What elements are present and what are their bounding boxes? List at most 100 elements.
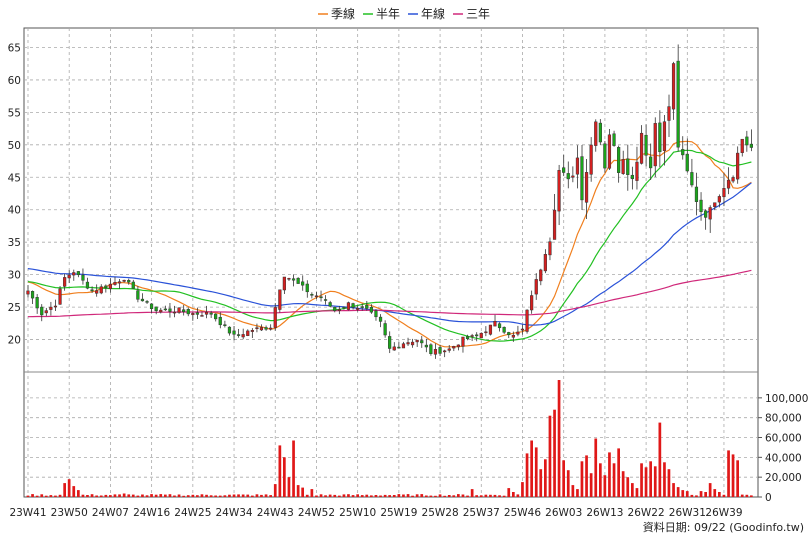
volume-bar: [246, 494, 250, 497]
volume-bar: [718, 492, 721, 497]
candle-body: [465, 336, 470, 339]
candle-body: [200, 315, 204, 317]
volume-bar: [269, 495, 272, 497]
volume-bar: [205, 494, 208, 497]
legend-item-quarter: 季線: [318, 6, 355, 21]
candle-body: [749, 143, 753, 148]
x-tick-label: 26W13: [586, 507, 623, 519]
candle-body: [99, 286, 103, 294]
volume-bar: [186, 495, 190, 497]
candle-body: [182, 309, 186, 312]
candle-body: [149, 303, 154, 309]
candle-body: [694, 186, 699, 202]
candle-body: [49, 306, 53, 310]
volume-bar: [214, 495, 217, 497]
candle-body: [644, 134, 648, 156]
candle-body: [699, 199, 703, 212]
candle-body: [214, 313, 218, 320]
candle-body: [667, 106, 671, 121]
candle-body: [612, 133, 616, 146]
price-tick-label: 40: [8, 205, 21, 217]
candle-body: [539, 269, 543, 282]
volume-bar: [58, 494, 62, 497]
volume-bar: [603, 475, 607, 497]
volume-bar: [191, 494, 195, 497]
volume-bar: [516, 494, 520, 497]
candle-body: [713, 202, 717, 207]
volume-bar: [264, 494, 268, 497]
candle-body: [67, 274, 71, 279]
candle-body: [708, 207, 712, 220]
x-tick-label: 25W46: [504, 507, 541, 519]
volume-bar: [411, 495, 414, 497]
volume-bar: [649, 461, 652, 497]
volume-bar: [287, 477, 291, 497]
candle-body: [475, 334, 479, 337]
volume-bar: [479, 495, 483, 497]
candle-body: [635, 161, 639, 181]
candle-body: [140, 298, 145, 302]
volume-bar: [26, 495, 30, 497]
candle-body: [319, 296, 323, 299]
candle-body: [736, 152, 740, 180]
x-tick-label: 26W39: [705, 507, 742, 519]
candle-body: [626, 158, 630, 175]
x-tick-label: 24W52: [298, 507, 335, 519]
volume-bar: [434, 495, 437, 497]
volume-bar: [599, 463, 602, 497]
candle-body: [342, 306, 346, 309]
candle-body: [740, 138, 744, 153]
volume-bar: [690, 494, 694, 497]
x-tick-label: 24W34: [215, 507, 252, 519]
candle-body: [127, 280, 131, 283]
volume-bar: [86, 495, 89, 497]
candle-body: [649, 156, 653, 169]
candle-body: [346, 302, 351, 310]
x-tick-label: 24W43: [257, 507, 294, 519]
x-tick-label: 25W10: [339, 507, 376, 519]
volume-bar: [218, 495, 222, 497]
volume-bar: [273, 484, 277, 497]
x-tick-label: 24W16: [133, 507, 170, 519]
volume-bar: [566, 470, 570, 497]
candle-body: [447, 348, 451, 351]
candle-body: [429, 344, 433, 354]
volume-bar: [685, 491, 689, 497]
candle-body: [598, 122, 602, 143]
candle-body: [470, 335, 474, 337]
legend: 季線 半年 年線 三年: [318, 6, 490, 21]
volume-bar: [99, 495, 103, 497]
volume-bar: [466, 495, 469, 497]
volume-bar: [672, 483, 675, 497]
candle-body: [507, 332, 511, 336]
legend-label-year: 年線: [421, 6, 445, 21]
volume-bar: [141, 494, 144, 497]
volume-tick-label: 40,000: [765, 452, 802, 464]
volume-bar: [145, 495, 149, 497]
candle-body: [117, 281, 122, 284]
volume-bar: [223, 495, 227, 497]
candle-body: [731, 177, 735, 182]
candle-body: [172, 311, 177, 314]
volume-bar: [736, 460, 739, 497]
candle-body: [388, 336, 392, 349]
volume-bar: [237, 494, 240, 497]
candle-body: [259, 327, 264, 331]
candle-body: [630, 174, 634, 180]
candle-body: [191, 313, 195, 316]
candle-body: [410, 341, 415, 346]
x-tick-label: 24W25: [174, 507, 211, 519]
volume-bar: [667, 469, 671, 497]
volume-bar: [621, 471, 625, 497]
volume-bar: [54, 495, 57, 497]
volume-bar: [402, 494, 405, 497]
volume-bar: [67, 479, 71, 497]
volume-bar: [397, 494, 401, 497]
candle-body: [76, 271, 80, 276]
volume-bar: [182, 495, 185, 497]
volume-bar: [512, 492, 515, 497]
x-tick-label: 26W31: [669, 507, 706, 519]
volume-bar: [722, 494, 726, 497]
candle-body: [397, 346, 401, 349]
